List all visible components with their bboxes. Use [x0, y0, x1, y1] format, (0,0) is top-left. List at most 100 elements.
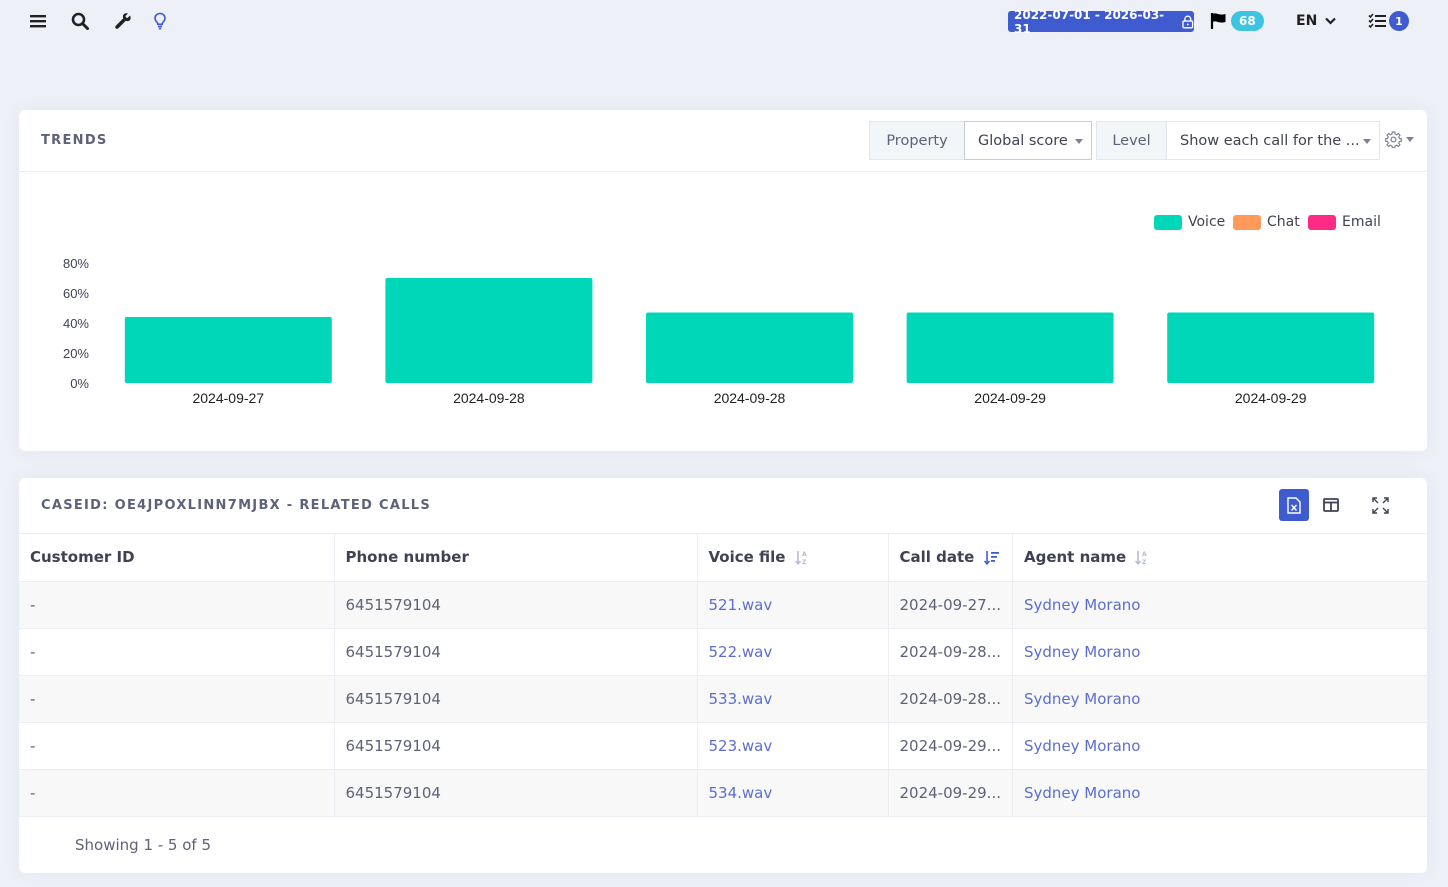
agent-name-link[interactable]: Sydney Morano — [1012, 722, 1427, 770]
voice-file-link[interactable]: 534.wav — [697, 769, 889, 817]
trends-chart: 0% 20% 40% 60% 80% 2024-09-27 2024-09-28 2024-0… — [63, 256, 1375, 406]
date-range-button[interactable]: 2022-07-01 - 2026-03-31 — [1008, 8, 1194, 36]
related-calls-card: CASEID: OE4JPOXLINN7MJBX - RELATED CALLS… — [19, 478, 1427, 873]
pagination-summary: Showing 1 - 5 of 5 — [75, 836, 212, 854]
x-tick-label: 2024-09-28 — [714, 390, 786, 406]
level-select-value: Show each call for the ... — [1180, 132, 1360, 149]
agent-name-link[interactable]: Sydney Morano — [1012, 581, 1427, 629]
y-tick-label: 60% — [63, 286, 89, 301]
flag-icon — [1210, 13, 1226, 29]
sort-descending-icon[interactable] — [983, 550, 999, 566]
table-row[interactable]: - 6451579104 533.wav 2024-09-28... Sydne… — [19, 675, 1427, 723]
cell-customer-id: - — [19, 581, 335, 629]
column-header-customer-id[interactable]: Customer ID — [19, 534, 335, 582]
lightbulb-icon[interactable] — [149, 10, 171, 32]
y-tick-label: 80% — [63, 256, 89, 271]
y-tick-label: 40% — [63, 316, 89, 331]
chevron-down-icon — [1325, 17, 1337, 25]
legend-email-label: Email — [1342, 214, 1381, 230]
level-label-text: Level — [1112, 132, 1151, 149]
sort-icon[interactable]: AZ — [794, 550, 809, 566]
table-row[interactable]: - 6451579104 523.wav 2024-09-29... Sydne… — [19, 722, 1427, 770]
columns-toggle-button[interactable] — [1316, 489, 1346, 521]
chart-bar[interactable] — [385, 278, 593, 383]
legend-voice-swatch — [1154, 214, 1182, 230]
property-label: Property — [869, 121, 965, 160]
column-header-label: Voice file — [708, 548, 786, 567]
caret-down-icon — [1075, 139, 1083, 144]
legend-chat[interactable]: Chat — [1233, 214, 1300, 230]
level-select[interactable]: Show each call for the ... — [1166, 121, 1380, 160]
expand-icon — [1371, 496, 1389, 514]
column-header-phone-number[interactable]: Phone number — [334, 534, 698, 582]
top-bar: 2022-07-01 - 2026-03-31 68 EN 1 — [0, 0, 1448, 44]
column-header-label: Phone number — [345, 548, 469, 567]
chart-bar[interactable] — [906, 312, 1114, 384]
legend-email[interactable]: Email — [1308, 214, 1381, 230]
column-header-label: Customer ID — [30, 548, 135, 567]
level-label: Level — [1096, 121, 1167, 160]
lock-icon — [1182, 15, 1194, 28]
notifications-button[interactable]: 68 — [1210, 11, 1264, 31]
menu-icon[interactable] — [27, 10, 49, 32]
wrench-icon[interactable] — [112, 10, 134, 32]
date-range-label: 2022-07-01 - 2026-03-31 — [1014, 7, 1165, 36]
chart-settings-button[interactable] — [1385, 131, 1414, 148]
y-tick-label: 20% — [63, 346, 89, 361]
table-row[interactable]: - 6451579104 522.wav 2024-09-28... Sydne… — [19, 628, 1427, 676]
cell-call-date: 2024-09-28... — [888, 628, 1013, 676]
cell-call-date: 2024-09-29... — [888, 769, 1013, 817]
agent-name-link[interactable]: Sydney Morano — [1012, 675, 1427, 723]
property-select-value: Global score — [978, 132, 1068, 149]
caret-down-icon — [1406, 137, 1414, 142]
language-label: EN — [1296, 13, 1318, 29]
related-calls-header: CASEID: OE4JPOXLINN7MJBX - RELATED CALLS — [19, 478, 1427, 534]
legend-chat-label: Chat — [1267, 214, 1300, 230]
cell-phone-number: 6451579104 — [334, 769, 698, 817]
tasks-count-badge: 1 — [1389, 11, 1409, 31]
agent-name-link[interactable]: Sydney Morano — [1012, 769, 1427, 817]
chart-bar[interactable] — [1167, 312, 1375, 384]
sort-icon[interactable]: AZ — [1135, 550, 1149, 566]
language-selector[interactable]: EN — [1296, 13, 1337, 29]
chart-bar[interactable] — [124, 317, 332, 383]
related-calls-title: CASEID: OE4JPOXLINN7MJBX - RELATED CALLS — [41, 498, 432, 513]
svg-text:A: A — [802, 551, 807, 558]
voice-file-link[interactable]: 521.wav — [697, 581, 889, 629]
table-row[interactable]: - 6451579104 521.wav 2024-09-27... Sydne… — [19, 581, 1427, 629]
tasks-button[interactable]: 1 — [1368, 11, 1409, 31]
excel-file-icon — [1287, 496, 1301, 514]
search-icon[interactable] — [69, 10, 91, 32]
cell-customer-id: - — [19, 769, 335, 817]
legend-voice[interactable]: Voice — [1154, 214, 1225, 230]
trends-title: TRENDS — [41, 133, 108, 148]
column-header-label: Call date — [899, 548, 975, 567]
column-header-call-date[interactable]: Call date — [888, 534, 1013, 582]
voice-file-link[interactable]: 523.wav — [697, 722, 889, 770]
gear-icon — [1385, 131, 1402, 148]
cell-phone-number: 6451579104 — [334, 581, 698, 629]
property-select[interactable]: Global score — [964, 121, 1092, 160]
x-tick-label: 2024-09-29 — [974, 390, 1046, 406]
chart-bar[interactable] — [646, 312, 853, 384]
cell-customer-id: - — [19, 675, 335, 723]
export-excel-button[interactable] — [1279, 489, 1309, 521]
cell-phone-number: 6451579104 — [334, 722, 698, 770]
checklist-icon — [1368, 13, 1386, 29]
svg-text:Z: Z — [1142, 559, 1147, 565]
fullscreen-button[interactable] — [1365, 489, 1395, 521]
columns-icon — [1323, 498, 1339, 512]
cell-phone-number: 6451579104 — [334, 675, 698, 723]
table-row[interactable]: - 6451579104 534.wav 2024-09-29... Sydne… — [19, 769, 1427, 817]
cell-call-date: 2024-09-29... — [888, 722, 1013, 770]
x-tick-label: 2024-09-28 — [453, 390, 525, 406]
agent-name-link[interactable]: Sydney Morano — [1012, 628, 1427, 676]
trends-card: TRENDS Property Global score Level Show … — [19, 110, 1427, 451]
cell-customer-id: - — [19, 628, 335, 676]
voice-file-link[interactable]: 533.wav — [697, 675, 889, 723]
cell-phone-number: 6451579104 — [334, 628, 698, 676]
voice-file-link[interactable]: 522.wav — [697, 628, 889, 676]
